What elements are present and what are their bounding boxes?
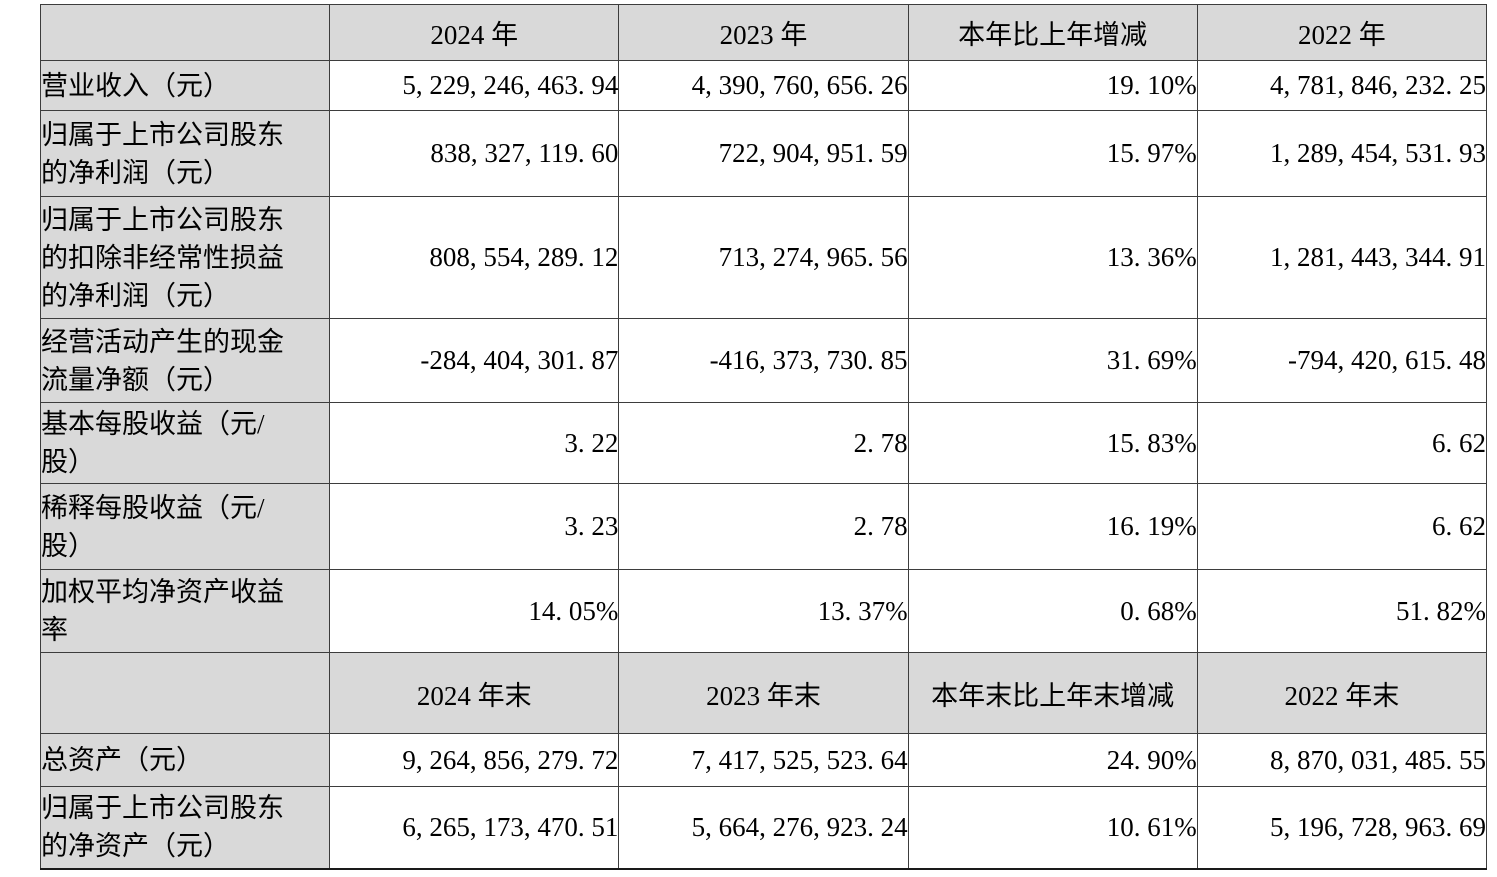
row-deducted-net-profit-2022: 1, 281, 443, 344. 91 [1196, 196, 1488, 319]
row-diluted-eps-change: 16. 19% [907, 483, 1198, 570]
row-weighted-roe-2024: 14. 05% [329, 569, 620, 653]
row-net-assets-change: 10. 61% [907, 786, 1198, 870]
row-operating-cash-flow-change: 31. 69% [907, 318, 1198, 403]
row-weighted-roe-2023: 13. 37% [618, 569, 909, 653]
row-net-assets-2023: 5, 664, 276, 923. 24 [618, 786, 909, 870]
row-total-assets-2024: 9, 264, 856, 279. 72 [329, 733, 620, 787]
row-deducted-net-profit: 归属于上市公司股东 的扣除非经常性损益 的净利润（元） 808, 554, 28… [39, 196, 1488, 319]
row-net-assets-label: 归属于上市公司股东 的净资产（元） [39, 786, 331, 870]
row-total-assets-2023: 7, 417, 525, 523. 64 [618, 733, 909, 787]
row-revenue-2024: 5, 229, 246, 463. 94 [329, 60, 620, 111]
row-total-assets-change: 24. 90% [907, 733, 1198, 787]
header-year-2023: 2023 年 [618, 4, 909, 61]
row-diluted-eps: 稀释每股收益（元/ 股） 3. 23 2. 78 16. 19% 6. 62 [39, 483, 1488, 570]
row-deducted-net-profit-label: 归属于上市公司股东 的扣除非经常性损益 的净利润（元） [39, 196, 331, 319]
header-year-end-2023: 2023 年末 [618, 652, 909, 734]
header-blank-cell-2 [39, 652, 331, 734]
header-yoy-change: 本年比上年增减 [907, 4, 1198, 61]
header-year-2022: 2022 年 [1196, 4, 1488, 61]
row-revenue: 营业收入（元） 5, 229, 246, 463. 94 4, 390, 760… [39, 60, 1488, 111]
row-revenue-label: 营业收入（元） [39, 60, 331, 111]
row-revenue-2022: 4, 781, 846, 232. 25 [1196, 60, 1488, 111]
row-net-assets-2022: 5, 196, 728, 963. 69 [1196, 786, 1488, 870]
row-diluted-eps-2022: 6. 62 [1196, 483, 1488, 570]
row-basic-eps-label: 基本每股收益（元/ 股） [39, 402, 331, 484]
row-deducted-net-profit-2023: 713, 274, 965. 56 [618, 196, 909, 319]
row-net-assets-2024: 6, 265, 173, 470. 51 [329, 786, 620, 870]
row-basic-eps-change: 15. 83% [907, 402, 1198, 484]
row-net-profit: 归属于上市公司股东 的净利润（元） 838, 327, 119. 60 722,… [39, 110, 1488, 197]
row-basic-eps-2022: 6. 62 [1196, 402, 1488, 484]
row-basic-eps-2023: 2. 78 [618, 402, 909, 484]
row-net-assets: 归属于上市公司股东 的净资产（元） 6, 265, 173, 470. 51 5… [39, 786, 1488, 870]
row-diluted-eps-2024: 3. 23 [329, 483, 620, 570]
row-weighted-roe: 加权平均净资产收益 率 14. 05% 13. 37% 0. 68% 51. 8… [39, 569, 1488, 653]
row-weighted-roe-label: 加权平均净资产收益 率 [39, 569, 331, 653]
header-blank-cell [39, 4, 331, 61]
row-revenue-change: 19. 10% [907, 60, 1198, 111]
row-total-assets-label: 总资产（元） [39, 733, 331, 787]
header-year-2024: 2024 年 [329, 4, 620, 61]
row-diluted-eps-label: 稀释每股收益（元/ 股） [39, 483, 331, 570]
row-basic-eps: 基本每股收益（元/ 股） 3. 22 2. 78 15. 83% 6. 62 [39, 402, 1488, 484]
header-row-annual: 2024 年 2023 年 本年比上年增减 2022 年 [39, 4, 1488, 61]
row-operating-cash-flow-2023: -416, 373, 730. 85 [618, 318, 909, 403]
row-total-assets-2022: 8, 870, 031, 485. 55 [1196, 733, 1488, 787]
header-year-end-change: 本年末比上年末增减 [907, 652, 1198, 734]
row-weighted-roe-change: 0. 68% [907, 569, 1198, 653]
row-diluted-eps-2023: 2. 78 [618, 483, 909, 570]
row-deducted-net-profit-2024: 808, 554, 289. 12 [329, 196, 620, 319]
row-revenue-2023: 4, 390, 760, 656. 26 [618, 60, 909, 111]
row-operating-cash-flow-2024: -284, 404, 301. 87 [329, 318, 620, 403]
row-net-profit-2023: 722, 904, 951. 59 [618, 110, 909, 197]
header-year-end-2024: 2024 年末 [329, 652, 620, 734]
row-operating-cash-flow: 经营活动产生的现金 流量净额（元） -284, 404, 301. 87 -41… [39, 318, 1488, 403]
row-basic-eps-2024: 3. 22 [329, 402, 620, 484]
row-total-assets: 总资产（元） 9, 264, 856, 279. 72 7, 417, 525,… [39, 733, 1488, 787]
row-operating-cash-flow-label: 经营活动产生的现金 流量净额（元） [39, 318, 331, 403]
row-net-profit-2024: 838, 327, 119. 60 [329, 110, 620, 197]
row-operating-cash-flow-2022: -794, 420, 615. 48 [1196, 318, 1488, 403]
row-deducted-net-profit-change: 13. 36% [907, 196, 1198, 319]
header-year-end-2022: 2022 年末 [1196, 652, 1488, 734]
header-row-year-end: 2024 年末 2023 年末 本年末比上年末增减 2022 年末 [39, 652, 1488, 734]
financial-summary-table: 2024 年 2023 年 本年比上年增减 2022 年 营业收入（元） 5, … [39, 4, 1488, 870]
row-weighted-roe-2022: 51. 82% [1196, 569, 1488, 653]
row-net-profit-change: 15. 97% [907, 110, 1198, 197]
row-net-profit-2022: 1, 289, 454, 531. 93 [1196, 110, 1488, 197]
row-net-profit-label: 归属于上市公司股东 的净利润（元） [39, 110, 331, 197]
